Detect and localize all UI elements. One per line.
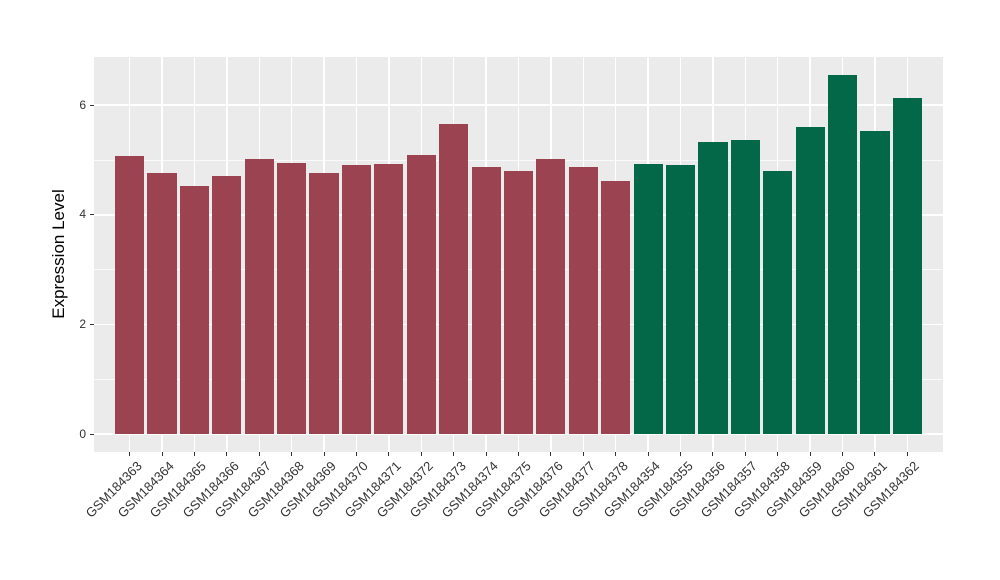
x-tick-GSM184364 <box>161 452 163 456</box>
bar-GSM184356 <box>698 142 728 434</box>
bar-GSM184354 <box>633 164 663 434</box>
y-tick-6 <box>90 104 94 106</box>
bar-GSM184375 <box>503 170 534 434</box>
x-tick-GSM184373 <box>453 452 455 456</box>
bar-GSM184363 <box>115 156 145 434</box>
bar-GSM184365 <box>179 185 210 434</box>
x-tick-GSM184370 <box>355 452 357 456</box>
plot-panel <box>94 57 943 452</box>
bar-GSM184377 <box>568 166 598 434</box>
x-tick-GSM184358 <box>777 452 779 456</box>
y-tick-0 <box>90 433 94 435</box>
y-tick-label-6: 6 <box>79 97 86 112</box>
bar-GSM184369 <box>309 172 339 434</box>
x-tick-GSM184363 <box>129 452 131 456</box>
bar-GSM184355 <box>665 165 696 434</box>
bar-GSM184360 <box>827 75 858 434</box>
bar-GSM184371 <box>374 163 404 434</box>
bar-GSM184357 <box>730 139 760 434</box>
bar-GSM184362 <box>892 98 922 434</box>
x-tick-GSM184360 <box>842 452 844 456</box>
bar-GSM184361 <box>860 130 890 434</box>
x-tick-GSM184378 <box>615 452 617 456</box>
y-tick-label-4: 4 <box>79 207 86 222</box>
x-tick-GSM184375 <box>518 452 519 456</box>
x-tick-GSM184367 <box>258 452 260 456</box>
x-tick-GSM184357 <box>744 452 746 456</box>
bar-GSM184366 <box>212 176 242 434</box>
x-tick-GSM184371 <box>388 452 390 456</box>
bar-GSM184359 <box>795 127 825 434</box>
bar-GSM184374 <box>471 166 501 434</box>
bar-GSM184368 <box>277 163 307 434</box>
bar-GSM184373 <box>439 124 469 434</box>
bar-GSM184372 <box>406 154 436 434</box>
x-tick-GSM184369 <box>323 452 325 456</box>
x-tick-GSM184355 <box>680 452 682 456</box>
bar-GSM184378 <box>601 181 631 434</box>
x-tick-GSM184377 <box>582 452 584 456</box>
x-tick-GSM184354 <box>647 452 649 456</box>
bar-GSM184370 <box>341 165 372 434</box>
x-tick-GSM184362 <box>906 452 908 456</box>
x-tick-GSM184372 <box>420 452 422 456</box>
y-tick-2 <box>90 323 94 325</box>
bar-GSM184364 <box>147 173 177 434</box>
y-tick-4 <box>90 214 94 216</box>
bar-GSM184376 <box>536 159 566 434</box>
x-tick-GSM184359 <box>809 452 811 456</box>
y-tick-label-2: 2 <box>79 316 86 331</box>
x-tick-GSM184365 <box>193 452 195 456</box>
bar-GSM184358 <box>763 170 793 434</box>
x-tick-GSM184376 <box>550 452 552 456</box>
x-tick-GSM184366 <box>226 452 228 456</box>
x-tick-GSM184356 <box>712 452 714 456</box>
bar-GSM184367 <box>244 159 274 434</box>
x-tick-GSM184361 <box>874 452 876 456</box>
x-tick-GSM184368 <box>291 452 293 456</box>
y-tick-label-0: 0 <box>79 426 86 441</box>
x-tick-GSM184374 <box>485 452 487 456</box>
